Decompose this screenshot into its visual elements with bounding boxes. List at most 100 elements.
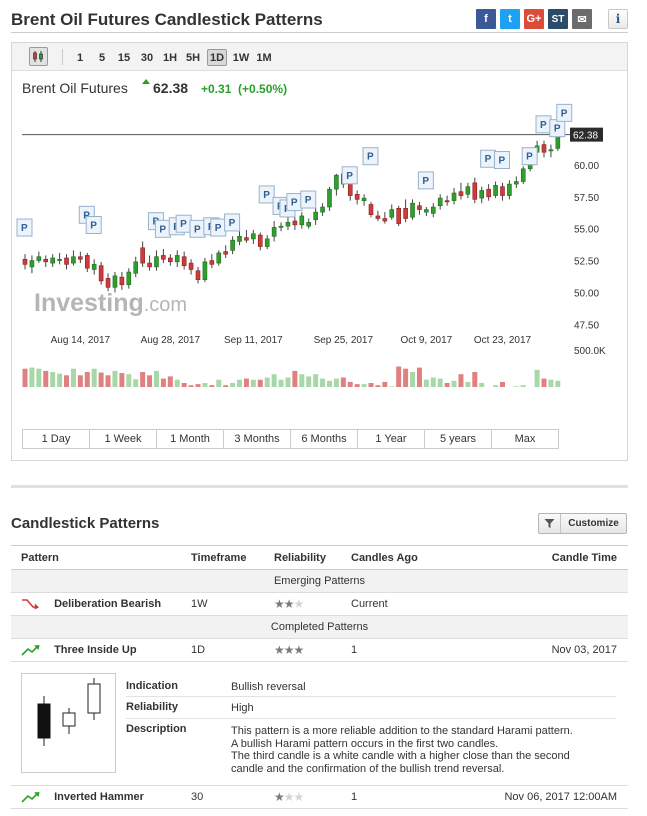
- pattern-name[interactable]: Inverted Hammer: [54, 790, 144, 803]
- email-icon[interactable]: ✉: [572, 9, 592, 29]
- volume-bar: [126, 374, 132, 387]
- chart-type-icon[interactable]: [29, 47, 48, 66]
- timeframe-1w[interactable]: 1W: [232, 51, 250, 64]
- volume-bar: [340, 377, 346, 387]
- description-line: candle and the confirmation of the bulli…: [231, 762, 505, 775]
- chart-panel: 1 5 15 30 1H 5H 1D 1W 1M Brent Oil Futur…: [11, 42, 628, 461]
- twitter-icon[interactable]: t: [500, 9, 520, 29]
- volume-bar: [105, 375, 111, 387]
- volume-bar: [271, 374, 277, 387]
- bullish-candle: [174, 255, 180, 263]
- timeframe-5h[interactable]: 5H: [185, 51, 201, 64]
- pattern-marker: [417, 171, 434, 190]
- bearish-candle: [140, 247, 145, 264]
- bullish-candle: [430, 206, 436, 214]
- pattern-marker-label: P: [561, 108, 568, 119]
- volume-bar: [313, 374, 319, 387]
- bearish-candle: [105, 278, 111, 288]
- range-1-day[interactable]: 1 Day: [23, 430, 90, 448]
- bearish-candle: [223, 251, 228, 255]
- volume-bar: [237, 379, 243, 387]
- pattern-marker-label: P: [422, 176, 429, 187]
- volume-bar: [396, 366, 402, 387]
- volume-bar: [112, 370, 118, 387]
- range-1-year[interactable]: 1 Year: [358, 430, 425, 448]
- volume-bar: [243, 378, 249, 387]
- bullish-candle: [71, 256, 76, 264]
- star-icon: ★★: [283, 790, 304, 804]
- volume-bar: [174, 379, 180, 387]
- range-3-months[interactable]: 3 Months: [224, 430, 291, 448]
- reliability-value: High: [231, 702, 254, 714]
- info-icon[interactable]: i: [608, 9, 628, 29]
- y-tick-label: 60.00: [574, 161, 599, 172]
- candles-ago-cell: 1: [351, 638, 471, 662]
- google-plus-icon[interactable]: G+: [524, 9, 544, 29]
- bearish-candle: [472, 182, 478, 200]
- timeframe-1d[interactable]: 1D: [207, 49, 227, 66]
- range-1-month[interactable]: 1 Month: [157, 430, 224, 448]
- bearish-candle: [147, 262, 152, 268]
- filter-icon: [539, 514, 561, 533]
- bullish-candle: [451, 192, 457, 201]
- pattern-name[interactable]: Deliberation Bearish: [54, 597, 162, 610]
- bullish-candle: [91, 264, 97, 270]
- pattern-marker-label: P: [554, 124, 561, 135]
- y-tick-label: 55.00: [574, 225, 599, 236]
- range-1-week[interactable]: 1 Week: [90, 430, 157, 448]
- bearish-candle: [43, 258, 49, 263]
- timeframe-30[interactable]: 30: [140, 51, 154, 64]
- title-divider: [11, 32, 628, 33]
- volume-bar: [29, 367, 35, 387]
- bearish-candle: [403, 207, 408, 219]
- timeframe-1[interactable]: 1: [76, 51, 84, 64]
- table-row[interactable]: Three Inside Up 1D ★★★ 1 Nov 03, 2017: [11, 638, 628, 662]
- timeframe-5[interactable]: 5: [98, 51, 106, 64]
- volume-bar: [437, 378, 443, 387]
- bearish-candle: [78, 256, 83, 260]
- volume-bar: [50, 372, 56, 387]
- range-5-years[interactable]: 5 years: [425, 430, 492, 448]
- volume-bar: [216, 379, 222, 387]
- bullish-candle: [327, 188, 332, 208]
- volume-bar: [167, 376, 173, 387]
- customize-button[interactable]: Customize: [538, 513, 627, 534]
- pattern-name[interactable]: Three Inside Up: [54, 643, 137, 656]
- header-reliability: Reliability: [274, 545, 351, 570]
- volume-bar: [264, 377, 270, 387]
- timeframe-15[interactable]: 15: [117, 51, 131, 64]
- table-row[interactable]: Deliberation Bearish 1W ★★★ Current: [11, 592, 628, 616]
- share-bar: f t G+ ST ✉: [476, 9, 592, 29]
- pattern-detail-row: Indication Bullish reversal Reliability …: [11, 661, 628, 786]
- volume-bar: [410, 372, 416, 387]
- bearish-candle: [181, 256, 187, 266]
- table-row[interactable]: Inverted Hammer 30 ★★★ 1 Nov 06, 2017 12…: [11, 785, 628, 809]
- toolbar-separator: [62, 49, 63, 65]
- table-header: Pattern Timeframe Reliability Candles Ag…: [11, 545, 628, 570]
- facebook-icon[interactable]: f: [476, 9, 496, 29]
- bullish-candle: [465, 186, 471, 195]
- volume-bar: [472, 372, 478, 387]
- pattern-marker: [493, 151, 510, 170]
- volume-bar: [361, 384, 367, 387]
- emerging-label: Emerging Patterns: [11, 569, 628, 593]
- x-tick-label: Oct 23, 2017: [474, 335, 532, 346]
- timeframe-1h[interactable]: 1H: [162, 51, 178, 64]
- bullish-candle: [271, 227, 277, 237]
- volume-bar: [493, 385, 499, 387]
- bullish-candle: [493, 185, 498, 196]
- stocktwits-icon[interactable]: ST: [548, 9, 568, 29]
- pattern-marker-label: P: [90, 221, 97, 232]
- range-6-months[interactable]: 6 Months: [291, 430, 358, 448]
- last-price-tag-label: 62.38: [573, 131, 598, 142]
- change-value: +0.31: [201, 82, 232, 96]
- range-selector: 1 Day 1 Week 1 Month 3 Months 6 Months 1…: [22, 429, 559, 449]
- bearish-candle: [368, 204, 374, 215]
- bullish-candle: [133, 261, 139, 274]
- timeframe-1m[interactable]: 1M: [256, 51, 272, 64]
- volume-bar: [451, 380, 457, 387]
- volume-bar: [499, 381, 505, 387]
- range-max[interactable]: Max: [514, 433, 536, 445]
- volume-bar: [43, 370, 49, 387]
- volume-bar: [354, 384, 360, 387]
